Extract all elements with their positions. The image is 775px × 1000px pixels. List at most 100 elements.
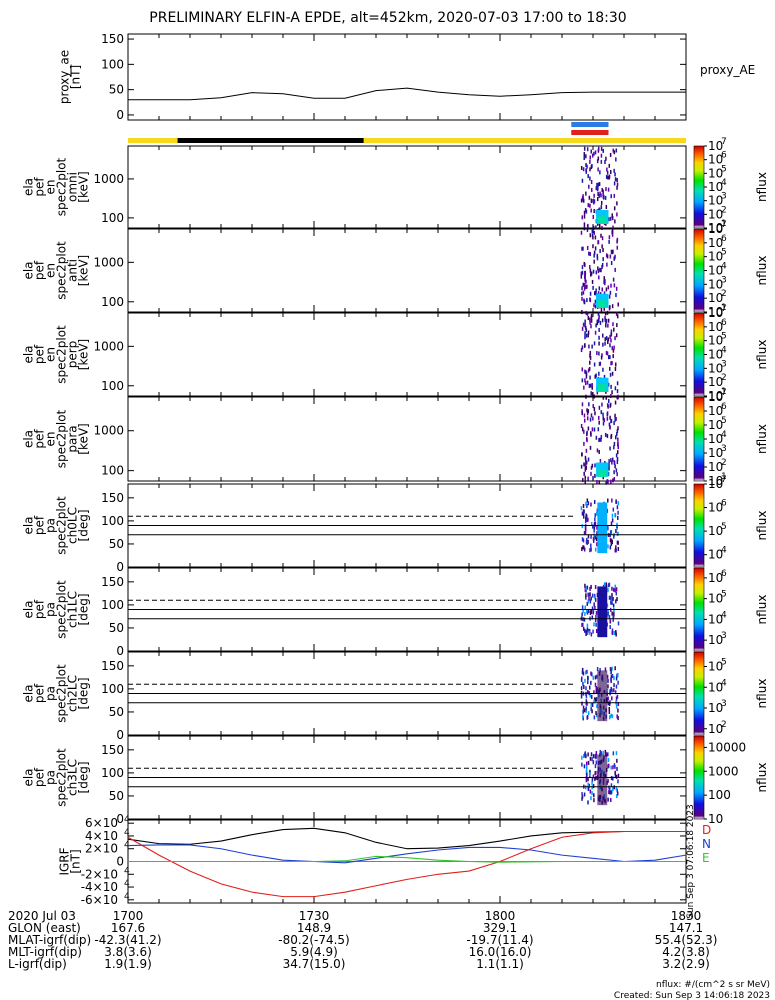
colorbar-tick-label: 10 <box>708 166 723 180</box>
y-axis-label: ela <box>22 345 36 363</box>
side-stamp: Sun Sep 3 07:06:18 2023 <box>686 804 696 919</box>
colorbar-tick-exponent: 1 <box>721 219 727 229</box>
spectrogram-pixels <box>580 582 620 638</box>
colorbar-tick-label: 10 <box>708 236 723 250</box>
colorbar-tick-label: 10 <box>708 139 723 153</box>
blob <box>597 502 608 554</box>
y-axis-label: spec2plot <box>55 496 69 555</box>
panel-energy-anti: 1001000elapefenspec2plotanti[keV]1011021… <box>22 220 770 319</box>
y-axis-label: ela <box>22 768 36 786</box>
y-axis-label: pa <box>44 518 58 533</box>
y-axis-label: omni <box>66 172 80 202</box>
colorbar-tick-label: 10 <box>708 446 723 460</box>
panel-energy-omni: 1001000elapefenspec2plotomni[keV]1011021… <box>22 137 770 235</box>
ephemeris-value: 55.4(52.3) <box>655 933 718 947</box>
ephemeris-value: 1730 <box>299 909 330 923</box>
colorbar-tick-exponent: 4 <box>721 346 727 356</box>
colorbar-tick-exponent: 5 <box>721 248 727 258</box>
y-tick-label: 100 <box>101 464 124 478</box>
blob <box>597 586 608 638</box>
series-label: D <box>702 823 711 837</box>
y-tick-label: 50 <box>109 537 124 551</box>
y-axis-label: pa <box>44 686 58 701</box>
y-axis-label: [nT] <box>69 65 83 89</box>
y-tick-label: 150 <box>101 659 124 673</box>
y-tick-exponent: 4 <box>124 866 130 876</box>
y-tick-exponent: 4 <box>124 841 130 851</box>
spectrogram-pixels <box>580 313 619 400</box>
y-tick-exponent: 4 <box>124 828 130 838</box>
y-tick-label: 150 <box>101 575 124 589</box>
y-axis-label: [keV] <box>77 255 91 286</box>
bar-black <box>177 138 364 143</box>
colorbar <box>693 483 705 568</box>
y-axis-label: [keV] <box>77 339 91 370</box>
y-axis-label: pef <box>33 429 47 449</box>
proxy-ae-line <box>128 87 686 101</box>
colorbar-tick-label: 10000 <box>708 740 746 754</box>
colorbar-tick-label: 10 <box>708 701 723 715</box>
y-axis-label: spec2plot <box>55 409 69 468</box>
colorbar-tick-exponent: 7 <box>721 475 727 485</box>
colorbar-tick-exponent: 4 <box>721 430 727 440</box>
y-tick-label: 100 <box>101 766 124 780</box>
y-axis-label: pef <box>33 767 47 787</box>
series-line-total <box>127 827 686 850</box>
y-tick-label: 100 <box>101 57 124 71</box>
colorbar-tick-label: 10 <box>708 334 723 348</box>
y-axis-label: proxy_ae <box>58 50 72 104</box>
panel-energy-para: 1001000elapefenspec2plotpara[keV]1011021… <box>22 388 770 488</box>
spectrogram-pixels <box>580 498 620 554</box>
colorbar-label: nflux <box>755 340 769 370</box>
blob-core <box>598 468 607 477</box>
colorbar-tick-exponent: 6 <box>721 318 727 328</box>
ephemeris-value: 1800 <box>485 909 516 923</box>
colorbar-tick-label: 10 <box>708 264 723 278</box>
y-axis-label: [deg] <box>77 510 91 542</box>
colorbar-tick-exponent: 1 <box>721 387 727 397</box>
ephemeris-value: 1.1(1.1) <box>476 957 524 971</box>
ephemeris-value: 5.9(4.9) <box>290 945 338 959</box>
colorbar-tick-label: 10 <box>708 390 723 404</box>
colorbar-tick-label: 10 <box>708 250 723 264</box>
spectrogram-pixels <box>580 666 620 722</box>
y-axis-label: ela <box>22 600 36 618</box>
y-axis-label: en <box>44 432 58 447</box>
colorbar <box>693 567 705 652</box>
blob <box>597 754 608 806</box>
colorbar-tick-label: 10 <box>708 660 723 674</box>
panel-pitch-ch0: 050100150elapefpaspec2plotch0LC[deg]1041… <box>22 475 770 574</box>
ephemeris-value: 1700 <box>113 909 144 923</box>
y-axis-label: pef <box>33 177 47 197</box>
ephemeris-label: L-igrf(dip) <box>8 957 67 971</box>
blob <box>597 670 608 722</box>
ephemeris-value: 34.7(15.0) <box>283 957 346 971</box>
y-axis-label: ela <box>22 261 36 279</box>
ephemeris-value: -80.2(-74.5) <box>278 933 349 947</box>
colorbar-tick-label: 10 <box>708 306 723 320</box>
bar-blue <box>571 122 609 127</box>
colorbar-tick-exponent: 5 <box>721 416 727 426</box>
colorbar-tick-exponent: 3 <box>721 444 727 454</box>
units-note: nflux: #/(cm^2 s sr MeV) <box>656 980 770 990</box>
colorbar-tick-label: 10 <box>708 432 723 446</box>
series-line-E <box>128 855 686 863</box>
y-axis-label: [deg] <box>77 762 91 794</box>
series-label: N <box>702 837 711 851</box>
ephemeris-label: GLON (east) <box>8 921 81 935</box>
y-axis-label: en <box>44 347 58 362</box>
colorbar-tick-exponent: 4 <box>721 178 727 188</box>
colorbar-tick-label: 10 <box>708 291 723 305</box>
ephemeris-value: 3.8(3.6) <box>104 945 152 959</box>
state-bar <box>128 122 686 143</box>
y-axis-label: spec2plot <box>55 325 69 384</box>
y-axis-label: pef <box>33 683 47 703</box>
colorbar <box>693 145 705 229</box>
colorbar-tick-exponent: 6 <box>721 569 727 579</box>
spectrogram-pixels <box>581 749 620 806</box>
y-axis-label: pef <box>33 344 47 364</box>
ephemeris-value: 148.9 <box>297 921 331 935</box>
y-axis-label: pa <box>44 602 58 617</box>
blob-core <box>598 384 607 392</box>
colorbar-tick-exponent: 6 <box>721 402 727 412</box>
